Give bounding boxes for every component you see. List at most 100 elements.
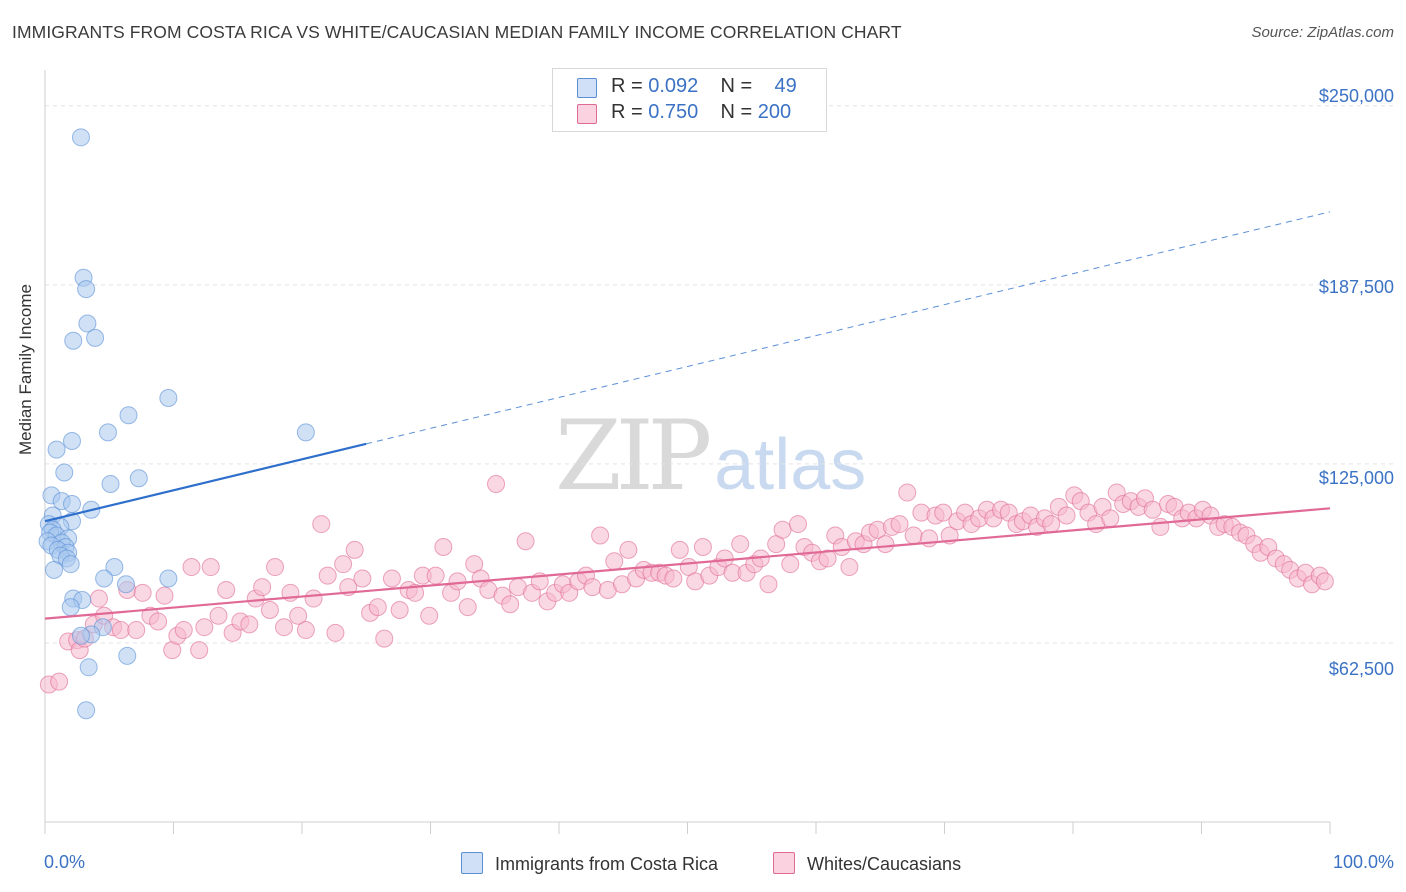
whites-point	[149, 612, 168, 631]
whites-point	[1143, 500, 1162, 519]
watermark: ZIP atlas	[555, 400, 866, 512]
whites-point	[111, 621, 130, 640]
whites-point	[840, 558, 859, 577]
whites-point	[296, 621, 315, 640]
whites-point	[89, 589, 108, 608]
costa-rica-point	[78, 314, 97, 333]
whites-point	[781, 555, 800, 574]
bottom-legend-label: Whites/Caucasians	[807, 854, 962, 874]
legend-swatch-pink	[577, 104, 597, 124]
bottom-legend-costa-rica: Immigrants from Costa Rica	[461, 852, 718, 875]
y-tick-label: $250,000	[1318, 86, 1394, 106]
whites-point	[591, 526, 610, 545]
costa-rica-point	[98, 423, 117, 442]
whites-point	[898, 483, 917, 502]
whites-point	[217, 580, 236, 599]
whites-point	[731, 535, 750, 554]
costa-rica-point	[64, 331, 83, 350]
whites-point	[1042, 515, 1061, 534]
costa-rica-point	[86, 328, 105, 347]
costa-rica-trend-extension	[366, 211, 1331, 445]
whites-point	[326, 623, 345, 642]
whites-point	[934, 503, 953, 522]
whites-point	[174, 621, 193, 640]
costa-rica-point	[159, 569, 178, 588]
costa-rica-point	[296, 423, 315, 442]
whites-point	[289, 606, 308, 625]
whites-point	[434, 537, 453, 556]
costa-rica-trend-line	[44, 442, 367, 523]
whites-point	[605, 552, 624, 571]
legend-r-label: R =	[611, 75, 643, 97]
costa-rica-point	[119, 406, 138, 425]
whites-point	[368, 598, 387, 617]
whites-point	[773, 520, 792, 539]
whites-point	[182, 558, 201, 577]
watermark-atlas: atlas	[714, 425, 867, 505]
legend-n-value: 200	[757, 101, 792, 123]
x-tick-label-end: 100.0%	[1332, 852, 1394, 872]
whites-point	[253, 578, 272, 597]
y-axis-label: Median Family Income	[16, 283, 35, 455]
chart-title: IMMIGRANTS FROM COSTA RICA VS WHITE/CAUC…	[12, 22, 902, 42]
whites-point	[920, 529, 939, 548]
costa-rica-point	[116, 575, 135, 594]
legend: R = 0.092 N = 49 R = 0.750 N = 200	[552, 68, 827, 132]
costa-rica-point	[79, 658, 98, 677]
whites-point	[353, 569, 372, 588]
whites-point	[516, 532, 535, 551]
y-tick-label: $62,500	[1328, 659, 1394, 679]
bottom-legend-label: Immigrants from Costa Rica	[495, 854, 719, 874]
whites-point	[406, 583, 425, 602]
costa-rica-point	[62, 431, 81, 450]
costa-rica-point	[61, 598, 80, 617]
whites-point	[127, 621, 146, 640]
whites-point	[312, 515, 331, 534]
whites-point	[420, 606, 439, 625]
whites-point	[890, 515, 909, 534]
whites-point	[664, 569, 683, 588]
whites-point	[266, 558, 285, 577]
whites-point	[390, 601, 409, 620]
whites-point	[375, 629, 394, 648]
x-tick-label-start: 0.0%	[44, 852, 86, 872]
whites-point	[501, 595, 520, 614]
bottom-legend-whites: Whites/Caucasians	[773, 852, 961, 875]
costa-rica-point	[118, 646, 137, 665]
legend-swatch-blue	[577, 78, 597, 98]
bottom-legend-swatch-pink	[773, 852, 795, 874]
whites-point	[334, 555, 353, 574]
bottom-legend-swatch-blue	[461, 852, 483, 874]
whites-point	[155, 586, 174, 605]
whites-point	[318, 566, 337, 585]
costa-rica-point	[129, 469, 148, 488]
whites-point	[260, 601, 279, 620]
whites-point	[240, 615, 259, 634]
source-label: Source: ZipAtlas.com	[1251, 24, 1394, 41]
legend-r-value: 0.092	[648, 75, 699, 97]
legend-n-label: N =	[720, 75, 753, 97]
whites-point	[876, 535, 895, 554]
legend-r-label: R =	[611, 101, 643, 123]
whites-point	[304, 589, 323, 608]
whites-point	[789, 515, 808, 534]
costa-rica-point	[61, 555, 80, 574]
whites-point	[904, 526, 923, 545]
whites-point	[619, 540, 638, 559]
costa-rica-point	[77, 701, 96, 720]
whites-point	[693, 537, 712, 556]
costa-rica-point	[159, 389, 178, 408]
whites-point	[195, 618, 214, 637]
whites-point	[759, 575, 778, 594]
legend-n-label: N =	[720, 101, 753, 123]
watermark-zip: ZIP	[555, 400, 712, 512]
whites-point	[133, 583, 152, 602]
whites-point	[345, 540, 364, 559]
whites-point	[1101, 509, 1120, 528]
costa-rica-point	[105, 558, 124, 577]
whites-point	[1315, 572, 1334, 591]
whites-point	[209, 606, 228, 625]
whites-point	[1057, 506, 1076, 525]
whites-point	[382, 569, 401, 588]
